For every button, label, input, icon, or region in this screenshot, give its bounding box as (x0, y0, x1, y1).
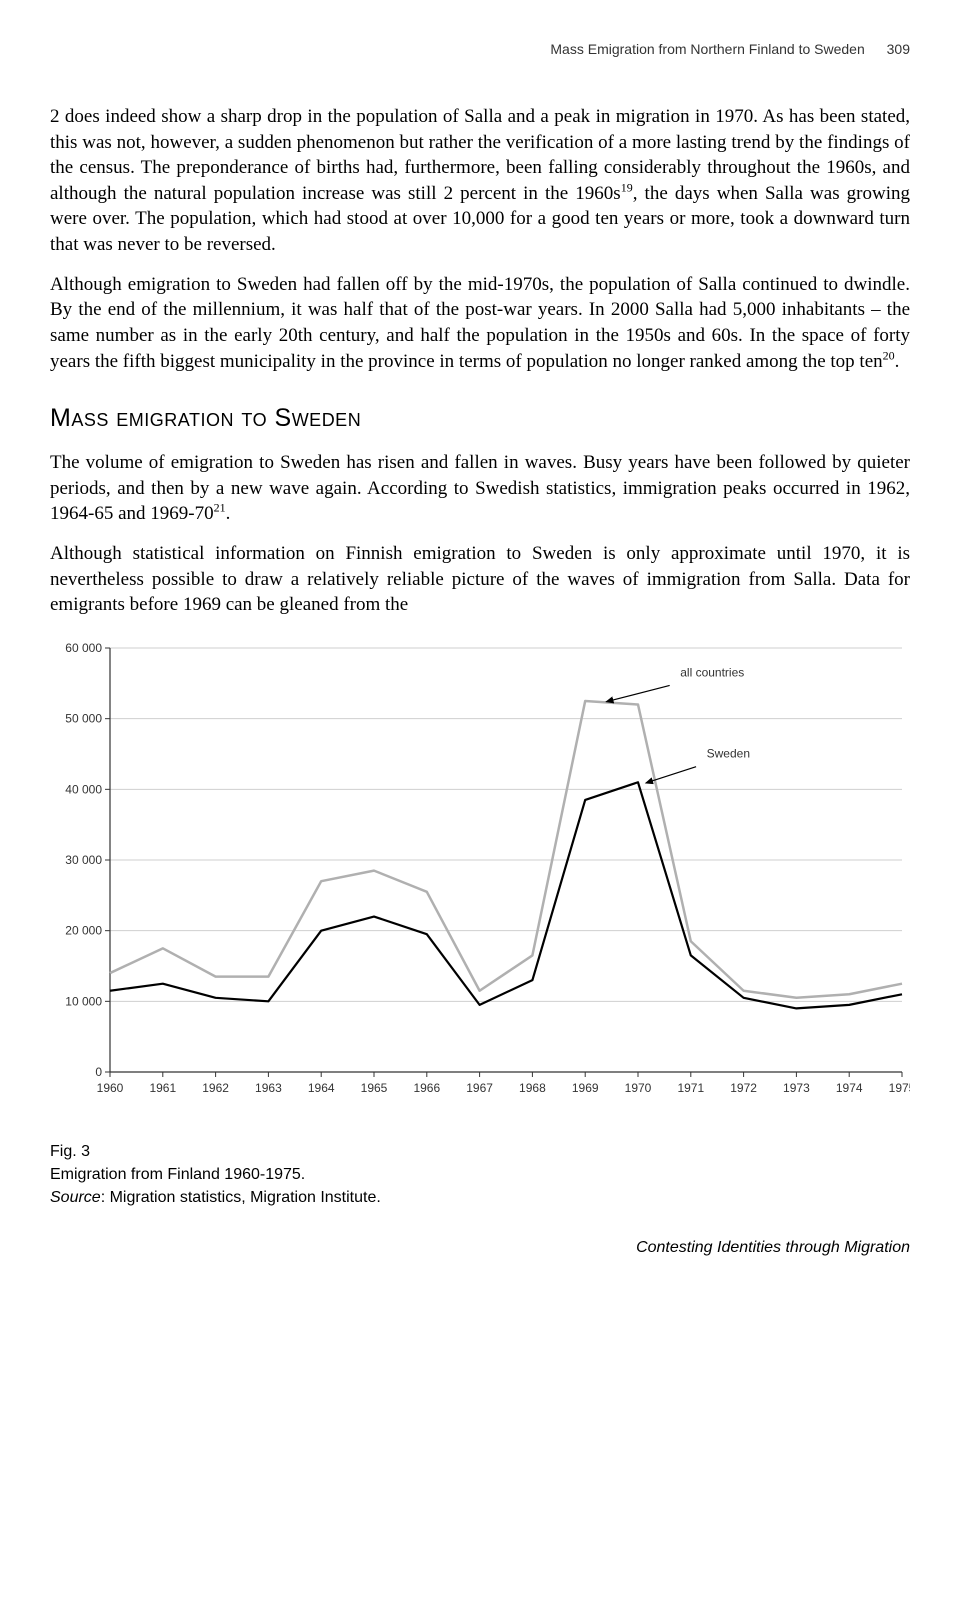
svg-text:1964: 1964 (308, 1081, 335, 1095)
svg-text:Sweden: Sweden (707, 746, 750, 760)
svg-text:50 000: 50 000 (65, 712, 102, 726)
chart-svg: 0 10 000 20 000 30 000 40 000 50 000 60 000 196… (50, 640, 910, 1110)
svg-text:1968: 1968 (519, 1081, 546, 1095)
figure-source-text: : Migration statistics, Migration Instit… (101, 1189, 381, 1206)
footnote-ref-21: 21 (214, 501, 226, 515)
svg-text:1967: 1967 (466, 1081, 493, 1095)
svg-text:0: 0 (95, 1065, 102, 1079)
emigration-chart: 0 10 000 20 000 30 000 40 000 50 000 60 000 196… (50, 640, 910, 1110)
svg-text:1975: 1975 (889, 1081, 910, 1095)
paragraph-3-text-b: . (226, 503, 231, 524)
figure-caption: Fig. 3 Emigration from Finland 1960-1975… (50, 1140, 910, 1210)
svg-text:1971: 1971 (677, 1081, 704, 1095)
footer-text: Contesting Identities through Migration (50, 1237, 910, 1259)
page-number: 309 (887, 41, 910, 57)
svg-text:1960: 1960 (97, 1081, 124, 1095)
svg-text:1966: 1966 (413, 1081, 440, 1095)
footnote-ref-20: 20 (883, 348, 895, 362)
paragraph-3-text-a: The volume of emigration to Sweden has r… (50, 452, 910, 524)
figure-title: Emigration from Finland 1960-1975. (50, 1166, 305, 1183)
svg-text:1965: 1965 (361, 1081, 388, 1095)
svg-text:30 000: 30 000 (65, 853, 102, 867)
svg-text:1962: 1962 (202, 1081, 229, 1095)
running-title: Mass Emigration from Northern Finland to… (550, 41, 864, 57)
paragraph-2-text-a: Although emigration to Sweden had fallen… (50, 274, 910, 372)
svg-text:1973: 1973 (783, 1081, 810, 1095)
svg-text:60 000: 60 000 (65, 641, 102, 655)
figure-source-prefix: Source (50, 1189, 101, 1206)
svg-text:40 000: 40 000 (65, 782, 102, 796)
paragraph-2: Although emigration to Sweden had fallen… (50, 272, 910, 375)
paragraph-4: Although statistical information on Finn… (50, 541, 910, 618)
svg-text:20 000: 20 000 (65, 924, 102, 938)
svg-text:1963: 1963 (255, 1081, 282, 1095)
paragraph-1: 2 does indeed show a sharp drop in the p… (50, 104, 910, 258)
svg-text:1974: 1974 (836, 1081, 863, 1095)
figure-label: Fig. 3 (50, 1143, 90, 1160)
footnote-ref-19: 19 (621, 180, 633, 194)
paragraph-2-text-b: . (895, 351, 900, 372)
svg-text:1970: 1970 (625, 1081, 652, 1095)
svg-text:10 000: 10 000 (65, 994, 102, 1008)
svg-text:1969: 1969 (572, 1081, 599, 1095)
svg-text:1961: 1961 (149, 1081, 176, 1095)
svg-text:1972: 1972 (730, 1081, 757, 1095)
paragraph-3: The volume of emigration to Sweden has r… (50, 450, 910, 527)
running-header: Mass Emigration from Northern Finland to… (50, 40, 910, 59)
svg-text:all countries: all countries (680, 665, 744, 679)
section-heading: Mass emigration to Sweden (50, 402, 910, 436)
